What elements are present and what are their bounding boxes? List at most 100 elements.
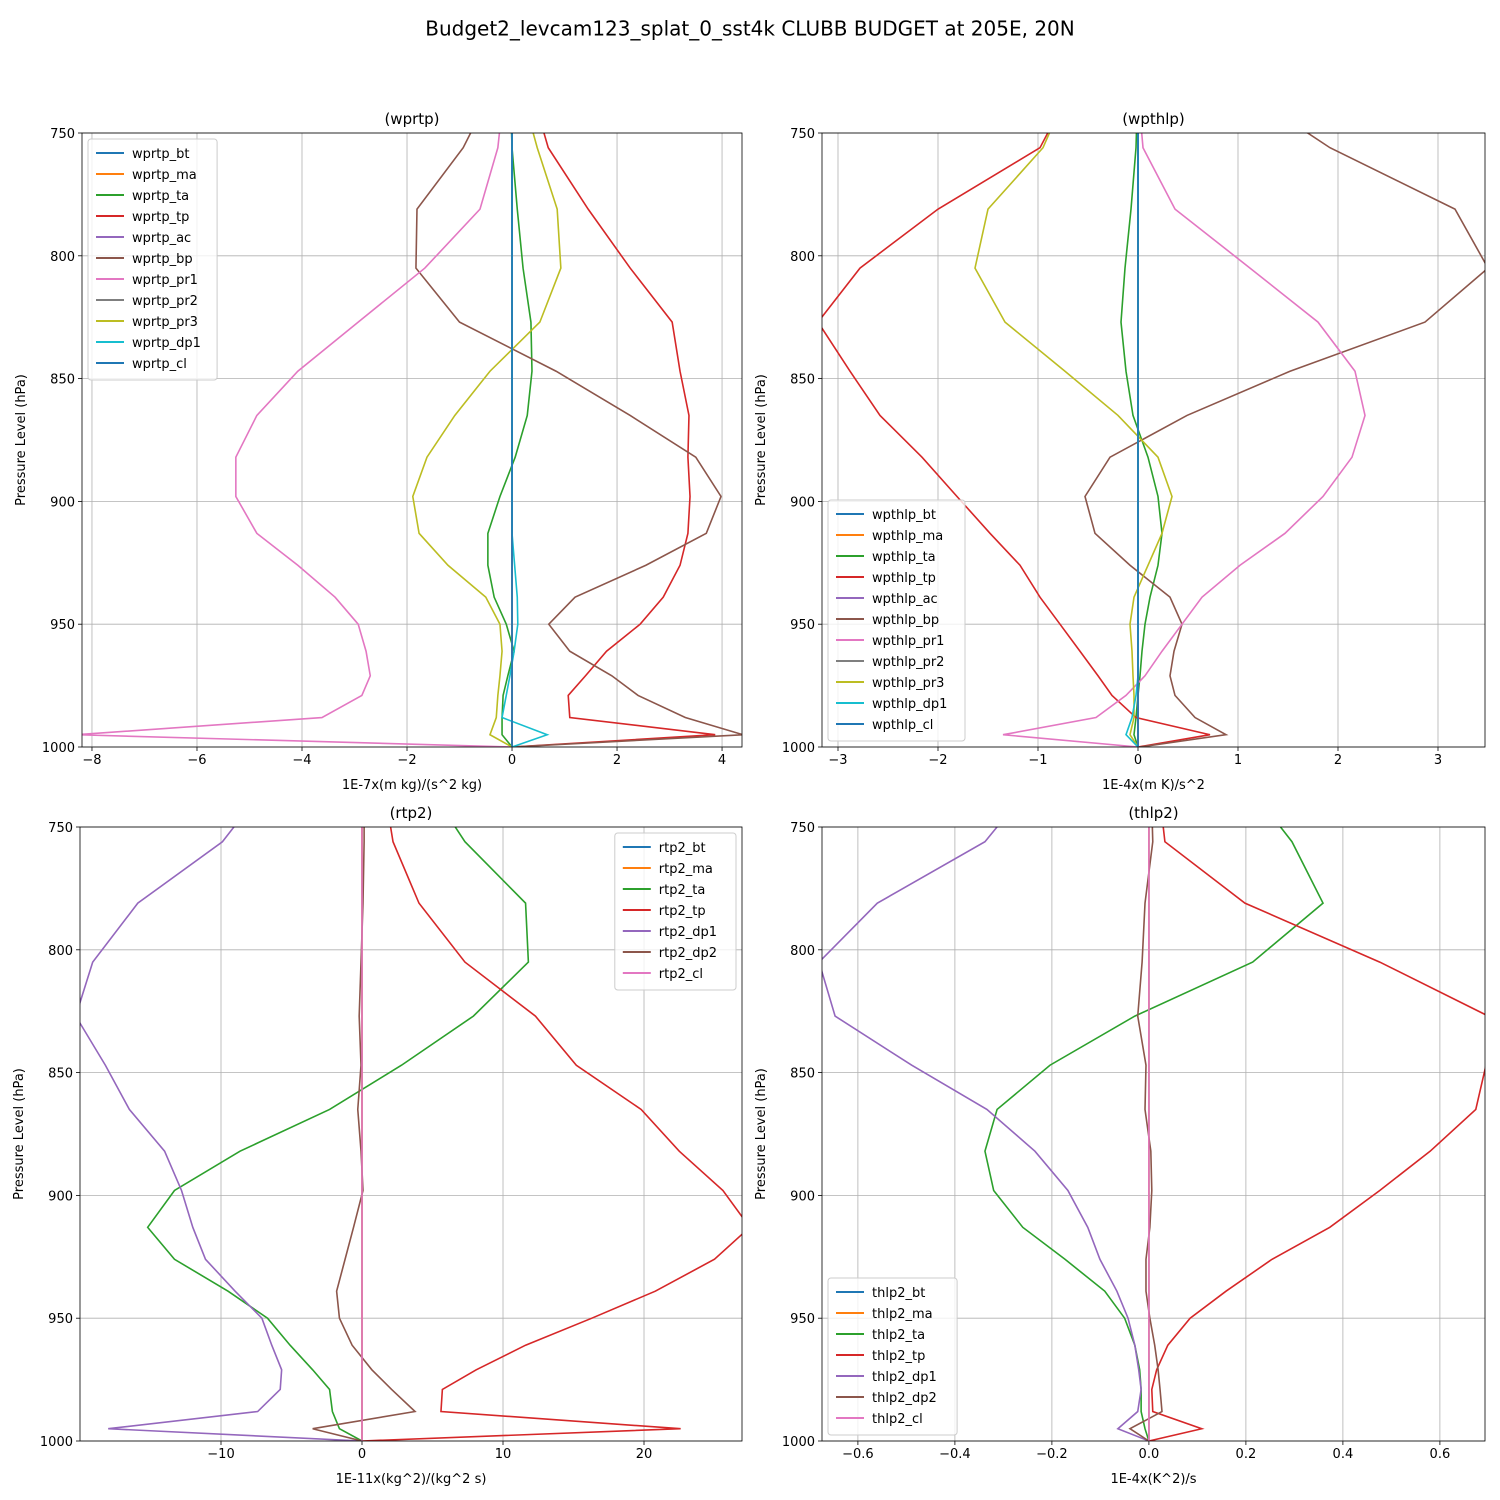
y-tick-label: 900 xyxy=(790,1189,815,1204)
legend: rtp2_bt rtp2_ma rtp2_ta rtp2_tp rtp2_dp1 rtp2… xyxy=(614,832,737,991)
subplot: −8 −6 −4 −2 0 2 4 750 800 850 900 950 1000 (wprtp) 1E-… xyxy=(14,110,743,793)
y-tick-label: 1000 xyxy=(40,1435,73,1450)
series-line xyxy=(1120,133,1163,747)
legend-label: wprtp_tp xyxy=(132,210,189,225)
y-axis-label: Pressure Level (hPa) xyxy=(754,1068,769,1200)
series-line xyxy=(1128,827,1163,1441)
axes-frame xyxy=(79,826,743,1442)
legend-label: wpthlp_cl xyxy=(872,718,933,733)
y-tick-label: 850 xyxy=(790,1067,815,1082)
legend-label: thlp2_ta xyxy=(872,1328,925,1343)
y-tick-label: 1000 xyxy=(782,1435,815,1450)
series-line xyxy=(415,133,742,747)
legend-label: rtp2_ma xyxy=(659,862,713,877)
y-tick-label: 850 xyxy=(48,1067,73,1082)
y-tick-label: 750 xyxy=(790,127,815,142)
legend-label: wprtp_cl xyxy=(132,357,187,372)
subplot-title: (rtp2) xyxy=(390,804,433,822)
legend-label: wpthlp_tp xyxy=(872,571,936,586)
series-line xyxy=(511,133,716,747)
x-tick-label: 0.4 xyxy=(1333,1447,1354,1462)
legend: wprtp_bt wprtp_ma wprtp_ta wprtp_tp wprtp_ac… xyxy=(87,138,218,381)
y-axis-label: Pressure Level (hPa) xyxy=(12,1068,27,1200)
series-line xyxy=(984,827,1325,1441)
x-tick-label: 4 xyxy=(718,753,726,768)
legend-label: wpthlp_bp xyxy=(872,613,939,628)
plot-area xyxy=(82,133,742,747)
y-tick-label: 800 xyxy=(50,250,75,265)
series-line xyxy=(80,827,363,1441)
x-tick-label: 0.6 xyxy=(1430,1447,1451,1462)
x-tick-label: 2 xyxy=(1334,753,1342,768)
legend-label: rtp2_dp2 xyxy=(659,946,717,961)
series-line xyxy=(487,133,533,747)
series-line xyxy=(822,827,1150,1441)
series-line xyxy=(411,133,562,747)
x-tick-label: 10 xyxy=(495,1447,512,1462)
y-tick-label: 800 xyxy=(790,944,815,959)
series-line xyxy=(501,133,550,747)
legend-label: wpthlp_pr2 xyxy=(872,655,944,670)
x-tick-label: −10 xyxy=(207,1447,234,1462)
y-axis-label: Pressure Level (hPa) xyxy=(754,374,769,506)
y-tick-label: 1000 xyxy=(782,741,815,756)
series-line xyxy=(974,133,1173,747)
series-line xyxy=(1084,133,1485,747)
x-tick-label: 1 xyxy=(1234,753,1242,768)
axes-frame xyxy=(81,132,743,748)
y-tick-label: 750 xyxy=(50,127,75,142)
series-line xyxy=(361,827,742,1441)
y-tick-label: 950 xyxy=(790,618,815,633)
legend-label: wprtp_pr3 xyxy=(132,315,198,330)
x-tick-label: −2 xyxy=(928,753,947,768)
legend-frame xyxy=(827,499,966,742)
x-tick-label: −1 xyxy=(1028,753,1047,768)
series-line xyxy=(1002,133,1366,747)
x-tick-label: −0.4 xyxy=(939,1447,971,1462)
y-tick-label: 900 xyxy=(790,495,815,510)
plot-area xyxy=(822,133,1485,747)
x-tick-label: 0 xyxy=(358,1447,366,1462)
legend-label: wprtp_bp xyxy=(132,252,193,267)
legend-label: wpthlp_ma xyxy=(872,529,943,544)
x-tick-label: 2 xyxy=(613,753,621,768)
legend-label: thlp2_cl xyxy=(872,1412,923,1427)
legend-label: wpthlp_ta xyxy=(872,550,936,565)
legend-label: wprtp_bt xyxy=(132,147,189,162)
x-tick-label: −2 xyxy=(397,753,416,768)
x-tick-label: 3 xyxy=(1434,753,1442,768)
x-axis-label: 1E-11x(kg^2)/(kg^2 s) xyxy=(336,1472,487,1487)
series-line xyxy=(312,827,417,1441)
y-tick-label: 750 xyxy=(790,821,815,836)
legend-label: wprtp_pr1 xyxy=(132,273,198,288)
subplot: −10 0 10 20 750 800 850 900 950 1000 (rtp2) 1E-11x(… xyxy=(12,804,743,1487)
subplot-title: (wpthlp) xyxy=(1122,110,1185,128)
x-tick-label: 0.0 xyxy=(1139,1447,1160,1462)
legend-label: wprtp_ta xyxy=(132,189,189,204)
x-axis-label: 1E-4x(m K)/s^2 xyxy=(1102,778,1205,793)
legend-label: thlp2_dp1 xyxy=(872,1370,937,1385)
series-line xyxy=(82,133,513,747)
legend-frame xyxy=(614,832,737,991)
subplot-title: (thlp2) xyxy=(1128,804,1178,822)
legend-frame xyxy=(87,138,218,381)
legend-label: wpthlp_dp1 xyxy=(872,697,947,712)
legend-label: wpthlp_bt xyxy=(872,508,936,523)
legend-label: wprtp_ma xyxy=(132,168,197,183)
x-tick-label: −4 xyxy=(292,753,311,768)
y-tick-label: 800 xyxy=(48,944,73,959)
legend-label: thlp2_bt xyxy=(872,1286,925,1301)
legend-label: wpthlp_pr1 xyxy=(872,634,944,649)
series-line xyxy=(822,133,1211,747)
y-tick-label: 900 xyxy=(50,495,75,510)
y-tick-label: 850 xyxy=(790,373,815,388)
y-tick-label: 800 xyxy=(790,250,815,265)
figure-title: Budget2_levcam123_splat_0_sst4k CLUBB BU… xyxy=(425,17,1075,41)
legend-label: rtp2_ta xyxy=(659,883,706,898)
y-tick-label: 850 xyxy=(50,373,75,388)
series-line xyxy=(1148,827,1485,1441)
legend-label: rtp2_cl xyxy=(659,967,703,982)
plot-area xyxy=(80,827,742,1441)
